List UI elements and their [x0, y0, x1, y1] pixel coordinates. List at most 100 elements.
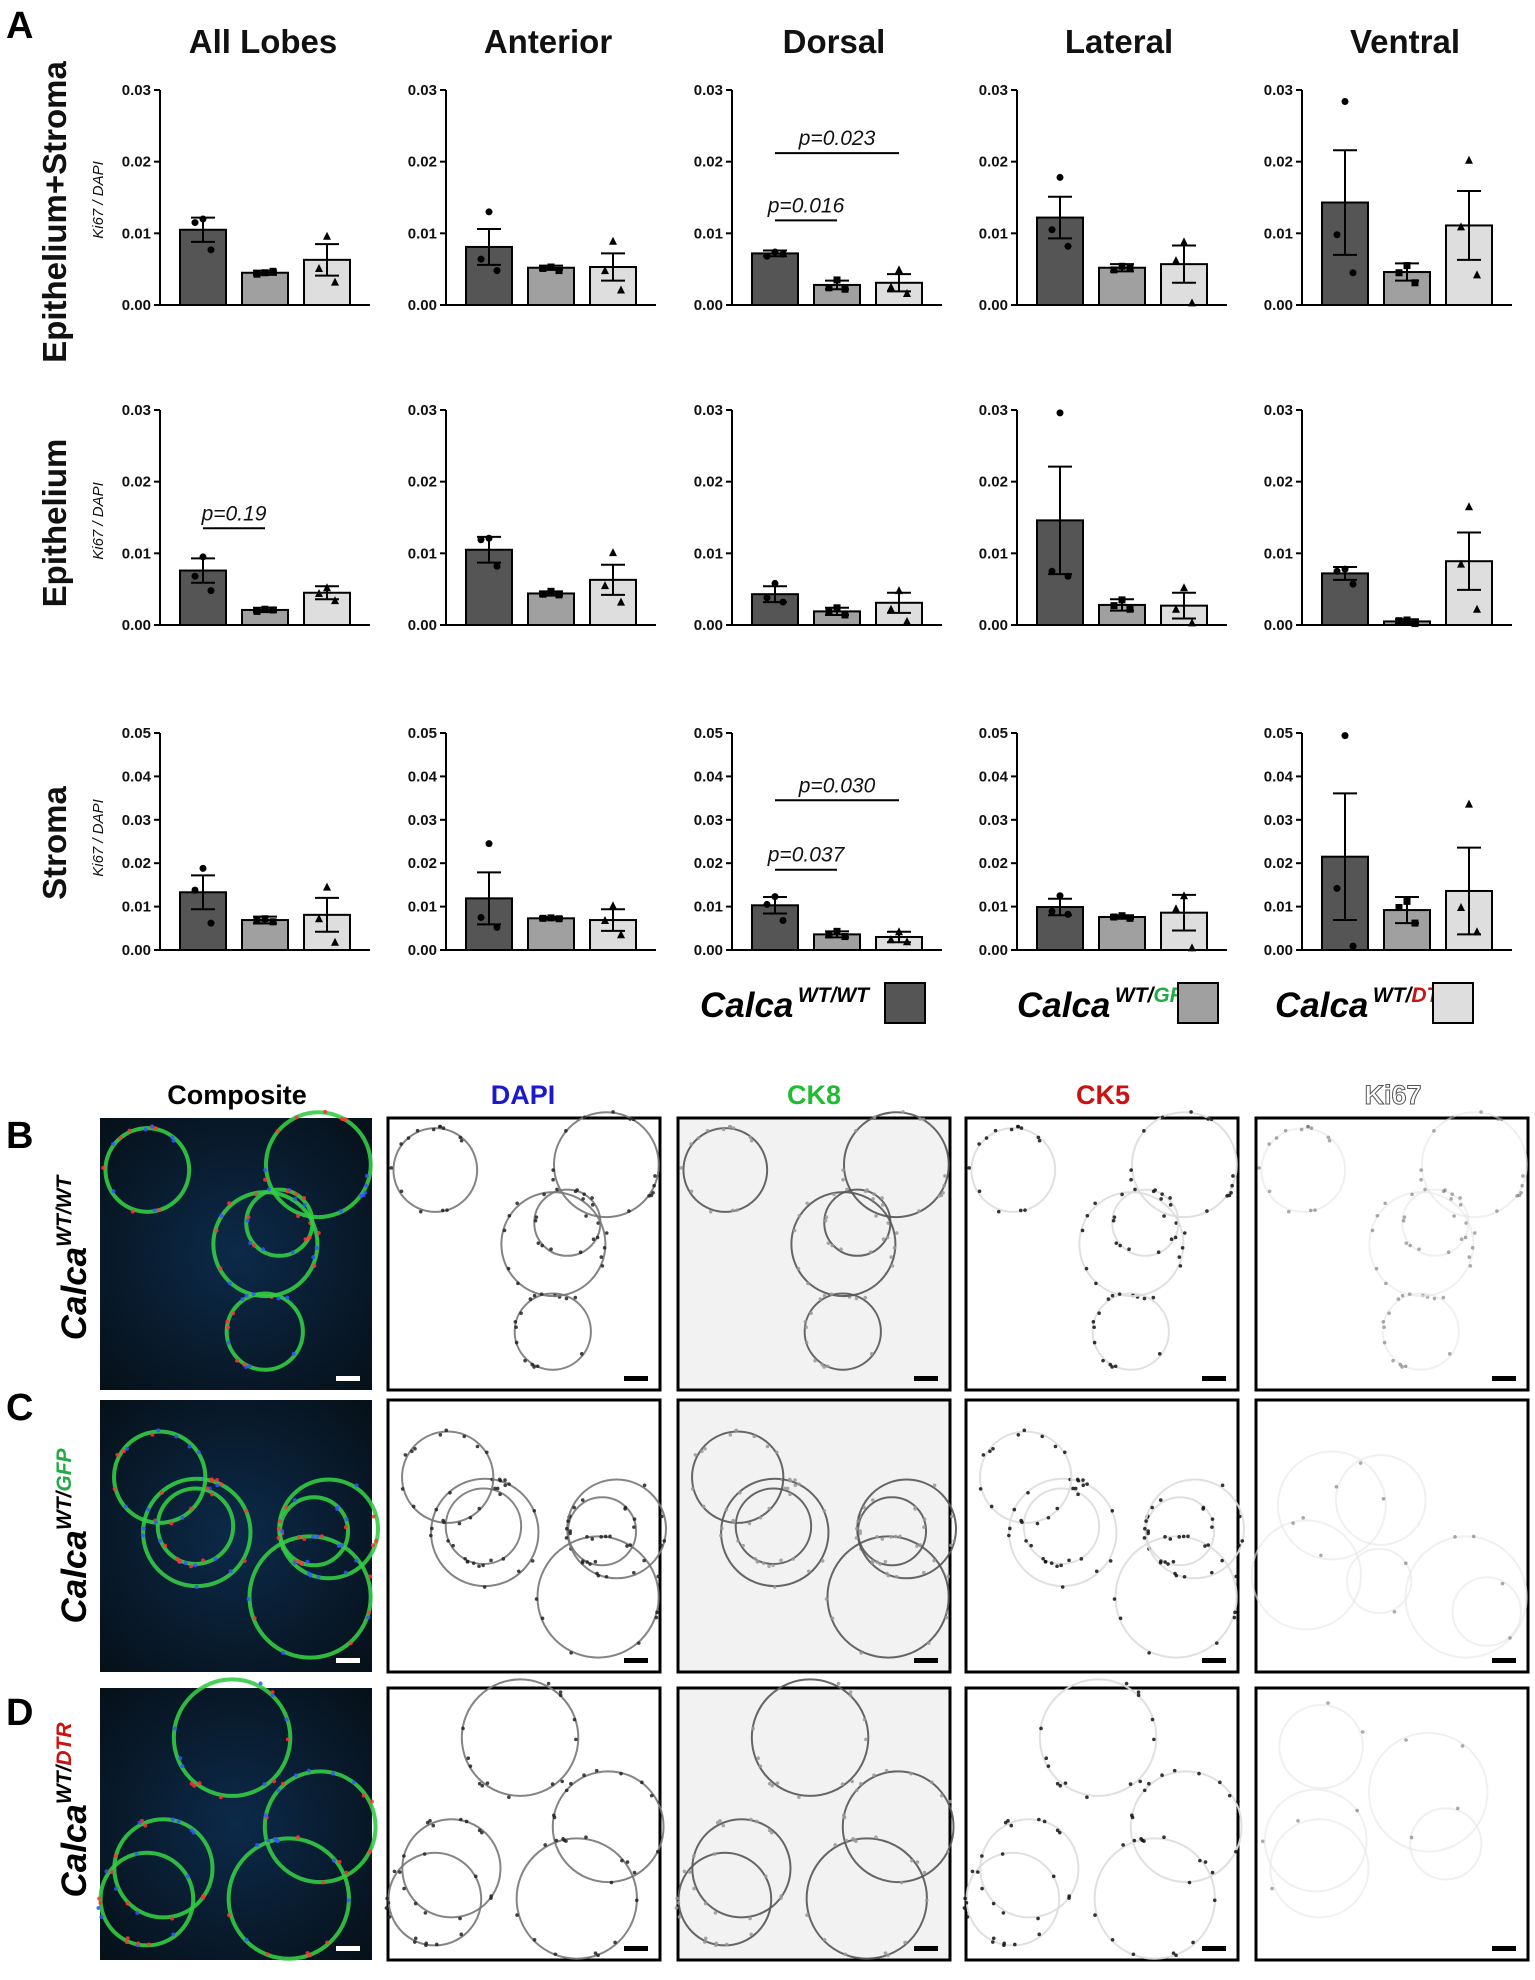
micrograph-dtr-dapi-nucleus-2-12 — [392, 1869, 397, 1874]
micrograph-wt-dapi-nucleus-0-10 — [535, 1364, 540, 1369]
micrograph-dtr-ck8-nucleus-1-5 — [843, 1952, 848, 1957]
micrograph-dtr-ck8-nucleus-2-9 — [676, 1900, 681, 1905]
micrograph-wt-ck8-nucleus-2-1 — [918, 1117, 922, 1121]
micrograph-gfp-ck5-nucleus-5-1 — [1029, 1543, 1033, 1548]
micrograph-wt-ck5-nucleus-0-4 — [1151, 1295, 1156, 1300]
y-tick-label-stroma-all-lobes-0: 0.00 — [122, 942, 151, 959]
micrograph-dtr-composite-nucleus-2-10 — [96, 1906, 101, 1911]
micrograph-gfp-composite-nucleus-2-5 — [371, 1514, 376, 1519]
micrograph-dtr-ck8-nucleus-0-8 — [767, 1828, 772, 1833]
micrograph-wt-dapi-nucleus-0-8 — [564, 1296, 569, 1301]
micrograph-dtr-composite-nucleus-1-0 — [331, 1858, 336, 1863]
micrograph-gfp-dapi-nucleus-1-2 — [593, 1559, 598, 1564]
y-tick-label-stroma-dorsal-3: 0.03 — [694, 812, 723, 829]
micrograph-wt-ck5-nucleus-2-9 — [1129, 1177, 1133, 1182]
y-tick-label-stroma-ventral-2: 0.02 — [1264, 855, 1293, 872]
micrograph-gfp-ck5-scale-bar — [1202, 1658, 1226, 1663]
micrograph-dtr-ck5-nucleus-1-9 — [1162, 1835, 1166, 1840]
micrograph-dtr-dapi-nucleus-0-11 — [402, 1854, 406, 1858]
micrograph-gfp-ck5-nucleus-0-3 — [1186, 1534, 1190, 1539]
micrograph-dtr-ck5-nucleus-1-13 — [1093, 1913, 1097, 1917]
micrograph-gfp-dapi-nucleus-2-11 — [566, 1519, 570, 1523]
micrograph-dtr-dapi-nucleus-2-9 — [386, 1900, 391, 1905]
micrograph-gfp-dapi-nucleus-1-4 — [580, 1498, 585, 1502]
y-tick-label-epithelium-anterior-2: 0.02 — [408, 474, 437, 491]
micrograph-wt-composite-nucleus-1-0 — [171, 1138, 176, 1143]
sig-label-epithelium-all-lobes-0: p=0.19 — [201, 502, 267, 525]
micrograph-dtr-ck8-nucleus-4-5 — [850, 1779, 854, 1784]
micrograph-wt-composite-nucleus-4-12 — [266, 1187, 271, 1192]
micrograph-gfp-ck5-nucleus-4-11 — [981, 1453, 986, 1457]
point-epithelium-lateral-0-1 — [1048, 567, 1056, 575]
micrograph-gfp-ck5-nucleus-5-8 — [1079, 1557, 1084, 1561]
micrograph-gfp-ck5-nucleus-0-5 — [1234, 1574, 1239, 1579]
point-epithelium-stroma-all-lobes-0-1 — [191, 219, 199, 227]
point-stroma-anterior-1-1 — [539, 914, 547, 922]
point-stroma-lateral-1-0 — [1118, 912, 1126, 920]
micrograph-gfp-ki67-gland-5 — [1276, 1450, 1387, 1561]
point-epithelium-stroma-all-lobes-2-0 — [323, 231, 331, 240]
micrograph-dtr-dapi-nucleus-3-6 — [554, 1838, 559, 1843]
micrograph-gfp-dapi-nucleus-4-8 — [444, 1428, 449, 1433]
micrograph-gfp-dapi-nucleus-3-8 — [503, 1483, 508, 1488]
y-tick-label-epithelium-anterior-0: 0.00 — [408, 617, 437, 634]
micrograph-wt-dapi-nucleus-4-6 — [536, 1241, 541, 1245]
micrograph-dtr-ck5-nucleus-3-8 — [1197, 1771, 1201, 1776]
micrograph-wt-dapi-nucleus-2-1 — [628, 1117, 632, 1121]
point-epithelium-anterior-1-0 — [547, 587, 555, 595]
point-stroma-dorsal-0-2 — [779, 916, 787, 924]
micrograph-dtr-composite-nucleus-4-13 — [285, 1737, 290, 1742]
micrograph-wt-ki67-nucleus-2-9 — [1419, 1177, 1423, 1182]
micrograph-gfp-dapi-nucleus-5-1 — [451, 1543, 455, 1548]
micrograph-gfp-composite-nucleus-5-13 — [177, 1559, 182, 1564]
micrograph-dtr-ck8-nucleus-0-13 — [779, 1894, 784, 1898]
micrograph-wt-ck5-nucleus-3-6 — [1177, 1255, 1182, 1259]
micrograph-wt-composite-nucleus-4-6 — [248, 1241, 253, 1246]
micrograph-gfp-dapi-nucleus-2-10 — [604, 1574, 609, 1579]
micrograph-gfp-ki67-nucleus-0-0 — [1471, 1534, 1476, 1539]
micrograph-gfp-ck8-nucleus-2-7 — [854, 1526, 859, 1531]
micrograph-gfp-ck8-gland-0 — [826, 1535, 950, 1659]
micrograph-dtr-composite-nucleus-0-5 — [125, 1901, 130, 1906]
micrograph-dtr-ck5-nucleus-2-13 — [963, 1896, 967, 1901]
micrograph-dtr-dapi-nucleus-3-0 — [582, 1773, 586, 1778]
micrograph-gfp-composite-gland-0 — [247, 1534, 373, 1660]
micrograph-gfp-ck8-nucleus-1-2 — [883, 1559, 888, 1564]
micrograph-wt-ck8-nucleus-4-7 — [830, 1243, 834, 1248]
micrograph-dtr-ck5-nucleus-3-9 — [1210, 1870, 1215, 1875]
point-stroma-all-lobes-0-1 — [191, 886, 199, 894]
micrograph-dtr-dapi-nucleus-1-5 — [553, 1952, 558, 1957]
micrograph-wt-ki67-nucleus-0-3 — [1398, 1362, 1403, 1367]
image-row-sup-wt-gfp-colored: GFP — [53, 1447, 76, 1491]
micrograph-dtr-composite-nucleus-4-7 — [270, 1690, 275, 1695]
micrograph-dtr-ck5-nucleus-1-0 — [1198, 1858, 1202, 1863]
micrograph-gfp-ki67-nucleus-2-1 — [1500, 1581, 1505, 1586]
micrograph-dtr-dapi-nucleus-3-4 — [640, 1780, 644, 1785]
micrograph-wt-dapi-nucleus-0-7 — [519, 1311, 523, 1316]
point-epithelium-stroma-anterior-0-1 — [477, 255, 485, 263]
point-epithelium-ventral-2-0 — [1465, 502, 1473, 511]
micrograph-dtr-ki67-nucleus-1-0 — [1455, 1806, 1460, 1811]
micrograph-dtr-composite-nucleus-2-13 — [97, 1896, 102, 1901]
micrograph-wt-dapi-nucleus-1-0 — [459, 1138, 464, 1143]
micrograph-wt-ki67-nucleus-4-6 — [1404, 1241, 1409, 1245]
micrograph-dtr-ck8-nucleus-4-10 — [756, 1756, 761, 1761]
micrograph-wt-ki67-nucleus-0-12 — [1396, 1297, 1401, 1301]
svg-text:CalcaWT/DTR: CalcaWT/DTR — [53, 1722, 94, 1898]
micrograph-gfp-ck5-nucleus-3-13 — [1026, 1490, 1030, 1495]
micrograph-dtr-ck5 — [962, 1678, 1243, 1962]
micrograph-gfp-ck5-nucleus-3-4 — [1012, 1507, 1017, 1512]
micrograph-wt-ck8-nucleus-2-13 — [854, 1129, 858, 1133]
micrograph-dtr-dapi-nucleus-2-5 — [397, 1870, 402, 1874]
micrograph-gfp-dapi-scale-bar — [624, 1658, 648, 1663]
micrograph-wt-ck8-nucleus-4-6 — [826, 1241, 831, 1245]
bar-stroma-lateral-1 — [1098, 916, 1146, 951]
micrograph-gfp-ck5-nucleus-2-2 — [1146, 1529, 1150, 1533]
micrograph-gfp-dapi-nucleus-3-2 — [429, 1533, 433, 1538]
micrograph-dtr-dapi-nucleus-0-0 — [402, 1886, 406, 1891]
column-title-ventral: Ventral — [1350, 23, 1460, 60]
micrograph-dtr-ck5-nucleus-2-2 — [1051, 1874, 1056, 1879]
micrograph-gfp-composite-nucleus-4-2 — [123, 1504, 128, 1509]
micrograph-dtr-ck8-nucleus-0-10 — [715, 1820, 720, 1825]
column-title-dorsal: Dorsal — [783, 23, 886, 60]
